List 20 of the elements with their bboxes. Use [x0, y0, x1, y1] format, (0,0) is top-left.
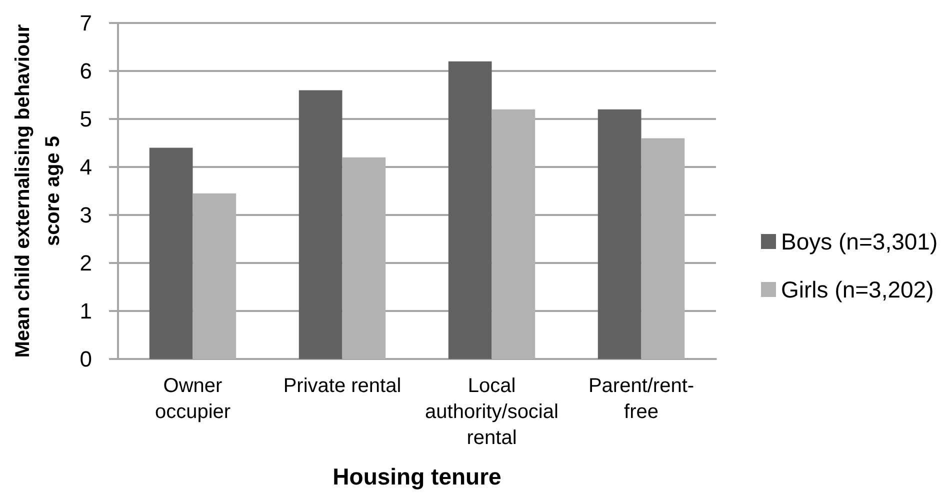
x-axis-title: Housing tenure — [332, 464, 502, 490]
bar — [448, 61, 492, 359]
y-tick-label: 2 — [80, 250, 92, 276]
bar — [298, 90, 342, 359]
y-tick-label: 0 — [80, 346, 92, 372]
x-tick-label: Owner occupier — [154, 375, 231, 423]
y-axis-title: Mean child externalising behaviour score age 5 — [12, 24, 64, 358]
bar — [149, 148, 193, 359]
y-tick-label: 1 — [80, 298, 92, 324]
x-tick-label: Local authority/social rental — [425, 375, 558, 449]
bar — [598, 109, 642, 359]
x-tick-label: Parent/rent-free — [588, 375, 694, 423]
legend-label: Girls (n=3,202) — [781, 276, 934, 302]
y-tick-label: 7 — [80, 10, 92, 36]
y-tick-label: 3 — [80, 202, 92, 228]
y-tick-label: 6 — [80, 58, 92, 84]
y-tick-label: 5 — [80, 106, 92, 132]
y-tick-label: 4 — [80, 154, 92, 180]
legend-label: Boys (n=3,301) — [781, 228, 938, 254]
x-tick-label: Private rental — [283, 375, 402, 397]
